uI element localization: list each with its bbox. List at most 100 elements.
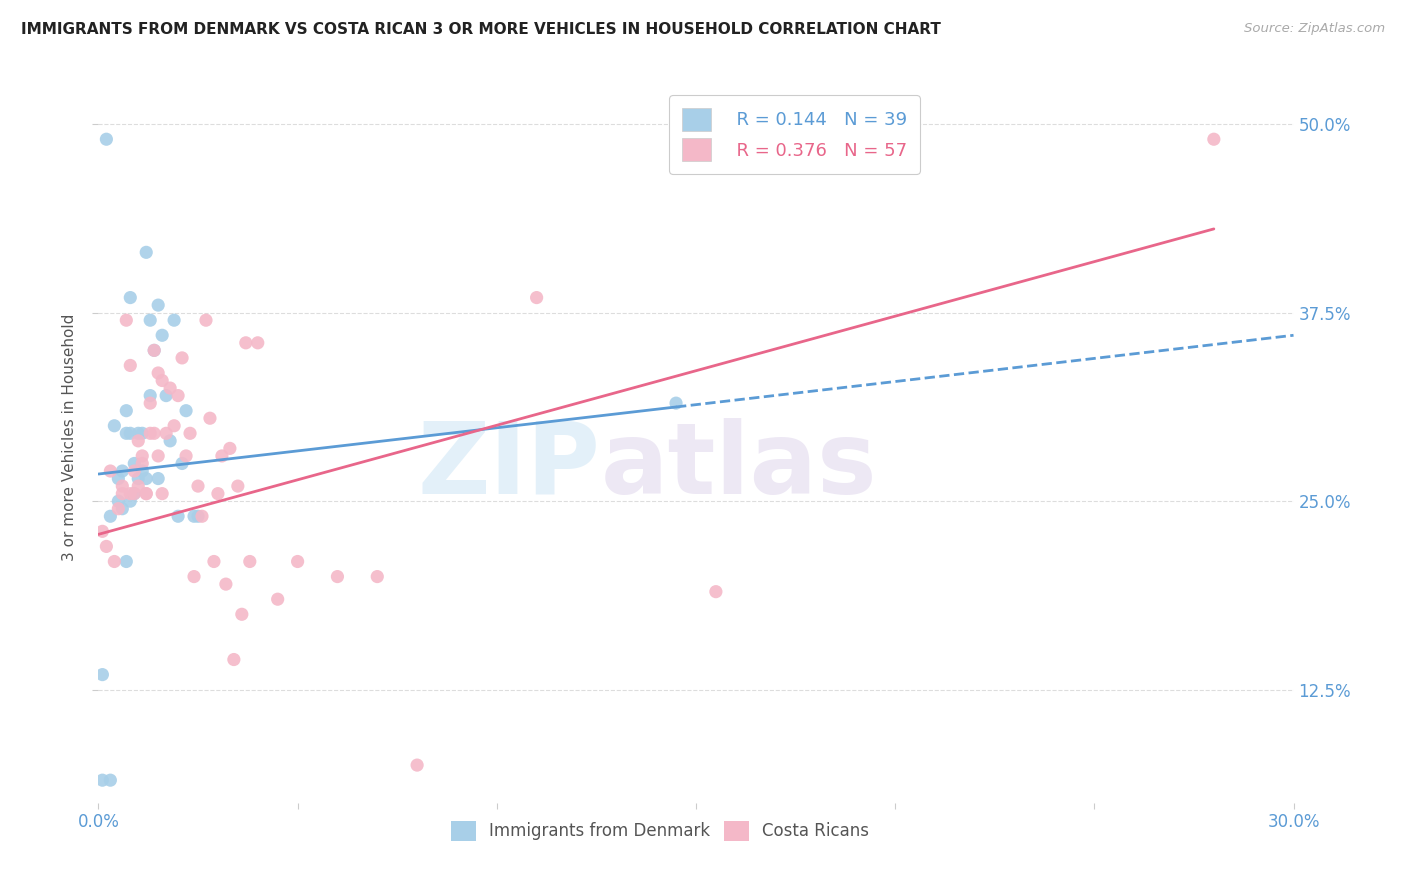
Point xyxy=(231,607,253,622)
Point xyxy=(115,313,138,327)
Point xyxy=(202,554,225,568)
Point xyxy=(174,403,197,417)
Point xyxy=(120,494,142,508)
Point xyxy=(159,381,181,395)
Point xyxy=(163,313,186,327)
Point xyxy=(183,569,205,583)
Point xyxy=(127,479,149,493)
Point xyxy=(103,418,125,433)
Point xyxy=(198,411,221,425)
Point xyxy=(143,426,166,441)
Point xyxy=(139,396,162,410)
Point xyxy=(91,667,114,681)
Point xyxy=(287,554,309,568)
Point xyxy=(187,479,209,493)
Point xyxy=(96,540,118,554)
Point xyxy=(127,434,149,448)
Point xyxy=(135,486,157,500)
Point xyxy=(179,426,201,441)
Point xyxy=(131,449,153,463)
Point xyxy=(187,509,209,524)
Point xyxy=(159,434,181,448)
Point xyxy=(155,389,177,403)
Point xyxy=(704,584,727,599)
Point xyxy=(120,359,142,373)
Point xyxy=(267,592,290,607)
Text: IMMIGRANTS FROM DENMARK VS COSTA RICAN 3 OR MORE VEHICLES IN HOUSEHOLD CORRELATI: IMMIGRANTS FROM DENMARK VS COSTA RICAN 3… xyxy=(21,22,941,37)
Point xyxy=(366,569,388,583)
Point xyxy=(96,132,118,146)
Point xyxy=(131,464,153,478)
Point xyxy=(115,426,138,441)
Point xyxy=(127,471,149,485)
Point xyxy=(139,389,162,403)
Point xyxy=(115,554,138,568)
Point xyxy=(191,509,214,524)
Point xyxy=(135,486,157,500)
Y-axis label: 3 or more Vehicles in Household: 3 or more Vehicles in Household xyxy=(62,313,77,561)
Point xyxy=(226,479,249,493)
Point xyxy=(148,471,170,485)
Text: atlas: atlas xyxy=(600,417,877,515)
Point xyxy=(124,457,146,471)
Point xyxy=(222,652,245,666)
Point xyxy=(98,464,122,478)
Point xyxy=(150,486,173,500)
Point xyxy=(131,426,153,441)
Point xyxy=(124,464,146,478)
Point xyxy=(406,758,429,772)
Point xyxy=(111,486,134,500)
Point xyxy=(155,426,177,441)
Point xyxy=(124,486,146,500)
Point xyxy=(148,298,170,312)
Point xyxy=(143,343,166,358)
Point xyxy=(163,418,186,433)
Point xyxy=(91,773,114,788)
Point xyxy=(111,479,134,493)
Point xyxy=(172,457,194,471)
Point xyxy=(135,245,157,260)
Point xyxy=(526,291,548,305)
Point xyxy=(211,449,233,463)
Point xyxy=(124,486,146,500)
Point xyxy=(150,374,173,388)
Point xyxy=(111,464,134,478)
Point xyxy=(107,501,129,516)
Point xyxy=(143,343,166,358)
Point xyxy=(131,457,153,471)
Point xyxy=(207,486,229,500)
Point xyxy=(148,449,170,463)
Point xyxy=(103,554,125,568)
Point xyxy=(665,396,688,410)
Point xyxy=(1202,132,1225,146)
Point xyxy=(235,335,257,350)
Point xyxy=(219,442,242,456)
Point xyxy=(115,403,138,417)
Point xyxy=(139,426,162,441)
Point xyxy=(107,494,129,508)
Text: Source: ZipAtlas.com: Source: ZipAtlas.com xyxy=(1244,22,1385,36)
Point xyxy=(120,426,142,441)
Point xyxy=(107,471,129,485)
Legend: Immigrants from Denmark, Costa Ricans: Immigrants from Denmark, Costa Ricans xyxy=(443,813,877,849)
Point xyxy=(111,501,134,516)
Point xyxy=(98,773,122,788)
Text: ZIP: ZIP xyxy=(418,417,600,515)
Point xyxy=(139,313,162,327)
Point xyxy=(326,569,349,583)
Point xyxy=(120,486,142,500)
Point xyxy=(167,509,190,524)
Point xyxy=(246,335,269,350)
Point xyxy=(215,577,238,591)
Point xyxy=(91,524,114,539)
Point xyxy=(174,449,197,463)
Point xyxy=(183,509,205,524)
Point xyxy=(98,509,122,524)
Point xyxy=(150,328,173,343)
Point xyxy=(135,471,157,485)
Point xyxy=(127,426,149,441)
Point xyxy=(148,366,170,380)
Point xyxy=(172,351,194,365)
Point xyxy=(120,291,142,305)
Point xyxy=(167,389,190,403)
